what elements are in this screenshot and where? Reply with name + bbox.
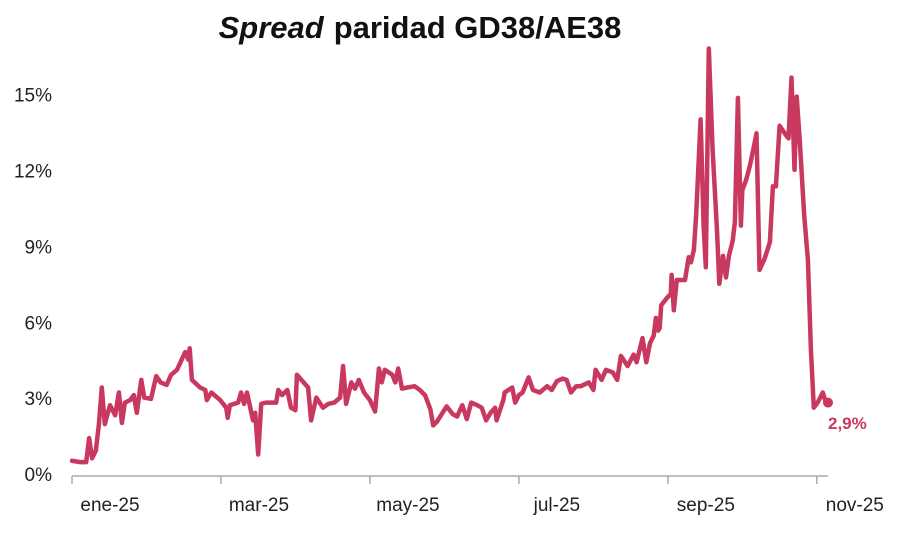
y-tick-label: 3%	[25, 389, 53, 410]
annotation: 2,9%	[828, 414, 867, 433]
title-rest: paridad GD38/AE38	[334, 10, 622, 45]
x-tick-label: sep-25	[677, 495, 735, 516]
x-tick-label: nov-25	[826, 495, 884, 516]
y-tick-label: 12%	[14, 161, 52, 182]
x-tick-label: ene-25	[80, 495, 139, 516]
end-point	[823, 397, 833, 408]
y-tick-label: 6%	[25, 313, 53, 334]
title-emphasis: Spread	[219, 10, 325, 45]
chart-title: Spread paridad GD38/AE38	[219, 10, 622, 45]
x-tick-label: jul-25	[533, 495, 580, 516]
line	[69, 46, 831, 465]
y-tick-label: 0%	[25, 465, 53, 486]
y-tick-label: 15%	[14, 86, 52, 107]
x-tick-label: may-25	[376, 495, 439, 516]
y-tick-label: 9%	[25, 237, 53, 258]
x-tick-label: mar-25	[229, 495, 289, 516]
